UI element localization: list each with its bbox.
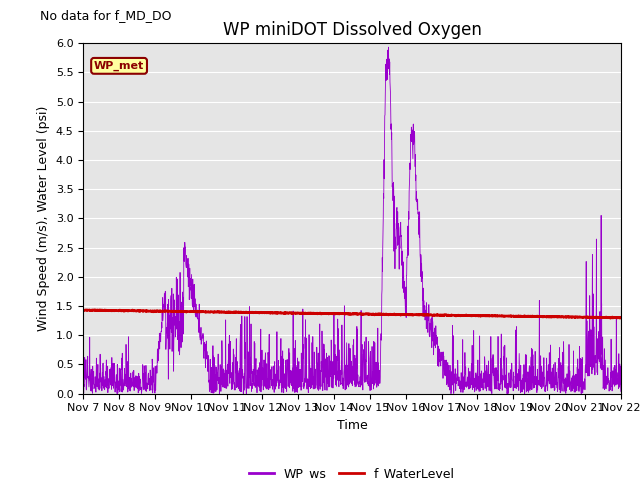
Line: f_WaterLevel: f_WaterLevel [83,310,621,318]
Y-axis label: Wind Speed (m/s), Water Level (psi): Wind Speed (m/s), Water Level (psi) [37,106,50,331]
WP_ws [380,216,387,221]
Text: WP_met: WP_met [94,61,144,71]
X-axis label: Time: Time [337,419,367,432]
Line: WP_ws: WP_ws [83,47,621,394]
f_WaterLevel [570,314,577,320]
WP_ws [509,377,516,383]
WP_ws [617,388,625,394]
f_WaterLevel [607,315,614,321]
WP_ws [385,44,392,50]
Title: WP miniDOT Dissolved Oxygen: WP miniDOT Dissolved Oxygen [223,21,481,39]
Text: No data for f_MD_DO: No data for f_MD_DO [40,9,172,22]
WP_ws [570,385,577,391]
Legend: WP_ws, f_WaterLevel: WP_ws, f_WaterLevel [244,462,460,480]
WP_ws [230,346,237,352]
WP_ws [79,361,87,367]
f_WaterLevel [584,314,592,320]
f_WaterLevel [380,311,387,317]
WP_ws [113,391,121,396]
f_WaterLevel [617,315,625,321]
WP_ws [585,342,593,348]
f_WaterLevel [86,307,93,312]
WP_ws [368,383,376,389]
f_WaterLevel [79,308,87,313]
f_WaterLevel [368,311,376,317]
f_WaterLevel [230,309,237,315]
f_WaterLevel [508,313,516,319]
